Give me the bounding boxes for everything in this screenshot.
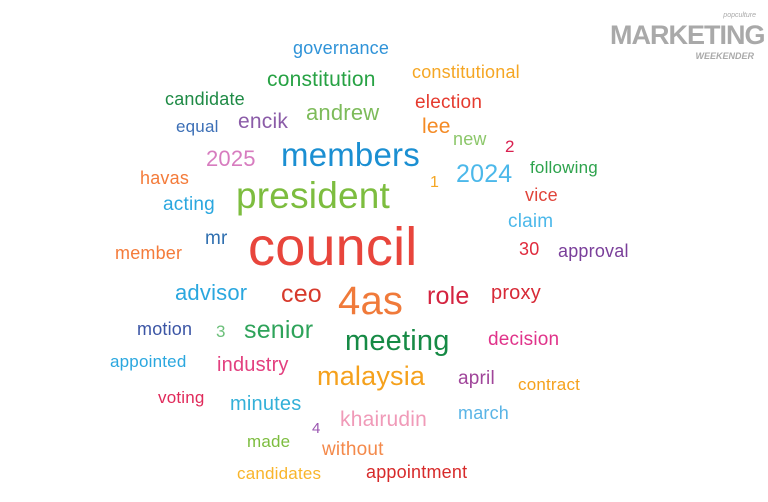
word-vice: vice — [525, 185, 558, 206]
word-governance: governance — [293, 38, 390, 59]
word-andrew: andrew — [306, 99, 380, 125]
word-malaysia: malaysia — [317, 361, 426, 392]
word-mr: mr — [205, 227, 228, 249]
word-constitution: constitution — [267, 68, 376, 92]
word-advisor: advisor — [175, 279, 248, 305]
word-senior: senior — [244, 316, 314, 345]
word-acting: acting — [163, 193, 215, 215]
word-candidates: candidates — [237, 463, 322, 483]
marketing-weekender-logo: popculture MARKETING WEEKENDER — [610, 12, 765, 64]
word-meeting: meeting — [345, 325, 450, 358]
word-2025: 2025 — [206, 145, 256, 171]
word-3: 3 — [216, 321, 226, 341]
word-equal: equal — [176, 116, 219, 136]
word-encik: encik — [238, 110, 289, 134]
word-ceo: ceo — [281, 280, 322, 309]
word-role: role — [427, 282, 470, 311]
word-havas: havas — [140, 168, 190, 189]
word-following: following — [530, 157, 598, 177]
word-candidate: candidate — [165, 89, 245, 110]
word-4: 4 — [312, 419, 321, 437]
word-appointment: appointment — [366, 462, 468, 483]
logo-subtitle: WEEKENDER — [695, 51, 754, 61]
word-president: president — [236, 174, 391, 216]
word-2024: 2024 — [456, 160, 513, 189]
word-claim: claim — [508, 210, 554, 232]
word-member: member — [115, 243, 183, 264]
word-april: april — [458, 367, 495, 389]
logo-text: MARKETING — [610, 20, 765, 50]
word-voting: voting — [158, 387, 205, 407]
word-1: 1 — [430, 174, 440, 192]
word-made: made — [247, 431, 291, 451]
word-minutes: minutes — [230, 393, 302, 415]
word-election: election — [415, 91, 483, 113]
word-decision: decision — [488, 328, 560, 350]
word-motion: motion — [137, 319, 193, 340]
word-industry: industry — [217, 354, 289, 376]
word-approval: approval — [558, 241, 629, 262]
word-without: without — [322, 438, 384, 460]
word-2: 2 — [505, 136, 515, 156]
word-khairudin: khairudin — [340, 408, 428, 432]
word-appointed: appointed — [110, 351, 187, 371]
word-new: new — [453, 129, 487, 150]
word-council: council — [248, 217, 418, 278]
word-lee: lee — [422, 115, 451, 139]
word-30: 30 — [519, 239, 540, 260]
word-march: march — [458, 403, 510, 424]
word-4as: 4as — [338, 279, 404, 323]
word-members: members — [281, 135, 420, 173]
logo-tagline: popculture — [723, 12, 756, 19]
word-constitutional: constitutional — [412, 62, 520, 83]
word-proxy: proxy — [491, 282, 541, 304]
word-contract: contract — [518, 374, 581, 394]
